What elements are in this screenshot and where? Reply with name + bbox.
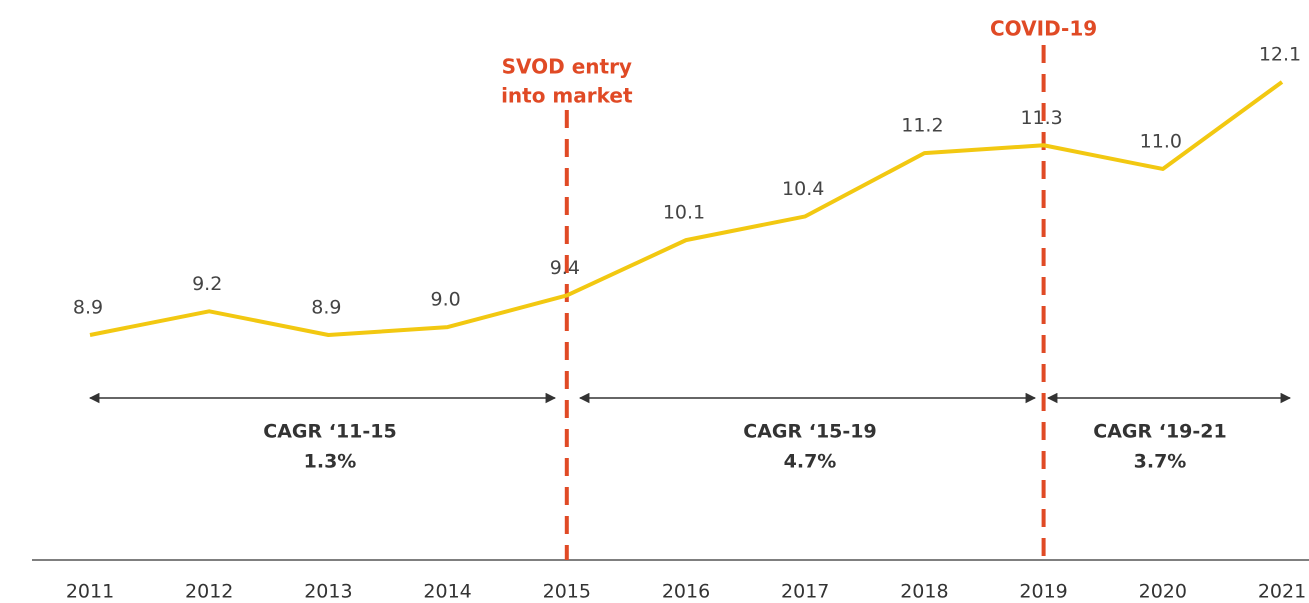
data-label: 8.9 xyxy=(73,297,103,319)
period-label: CAGR ‘11-15 xyxy=(263,421,396,443)
period-label: 1.3% xyxy=(304,451,357,473)
data-label: 8.9 xyxy=(311,297,341,319)
x-tick-label: 2013 xyxy=(304,581,352,603)
event-label: into market xyxy=(501,84,633,108)
data-label: 9.0 xyxy=(430,289,460,311)
data-label: 12.1 xyxy=(1259,44,1301,66)
data-label: 10.1 xyxy=(663,202,705,224)
event-label: COVID-19 xyxy=(990,17,1097,41)
x-tick-label: 2021 xyxy=(1258,581,1306,603)
x-tick-label: 2018 xyxy=(900,581,948,603)
event-label: SVOD entry xyxy=(502,55,632,79)
x-tick-label: 2015 xyxy=(543,581,591,603)
data-label: 10.4 xyxy=(782,178,824,200)
data-label: 11.0 xyxy=(1140,130,1182,152)
data-label: 11.3 xyxy=(1020,107,1062,129)
period-label: 3.7% xyxy=(1134,451,1187,473)
data-label: 9.2 xyxy=(192,273,222,295)
x-tick-label: 2016 xyxy=(662,581,710,603)
data-label: 11.2 xyxy=(901,115,943,137)
line xyxy=(89,80,1284,337)
x-tick-label: 2017 xyxy=(781,581,829,603)
x-tick-label: 2012 xyxy=(185,581,233,603)
period-label: CAGR ‘15-19 xyxy=(743,421,876,443)
x-tick-label: 2019 xyxy=(1019,581,1067,603)
period-label: CAGR ‘19-21 xyxy=(1093,421,1226,443)
x-tick-label: 2011 xyxy=(66,581,114,603)
period-label: 4.7% xyxy=(784,451,837,473)
x-tick-label: 2020 xyxy=(1139,581,1187,603)
data-label: 9.4 xyxy=(550,257,580,279)
x-tick-label: 2014 xyxy=(423,581,471,603)
